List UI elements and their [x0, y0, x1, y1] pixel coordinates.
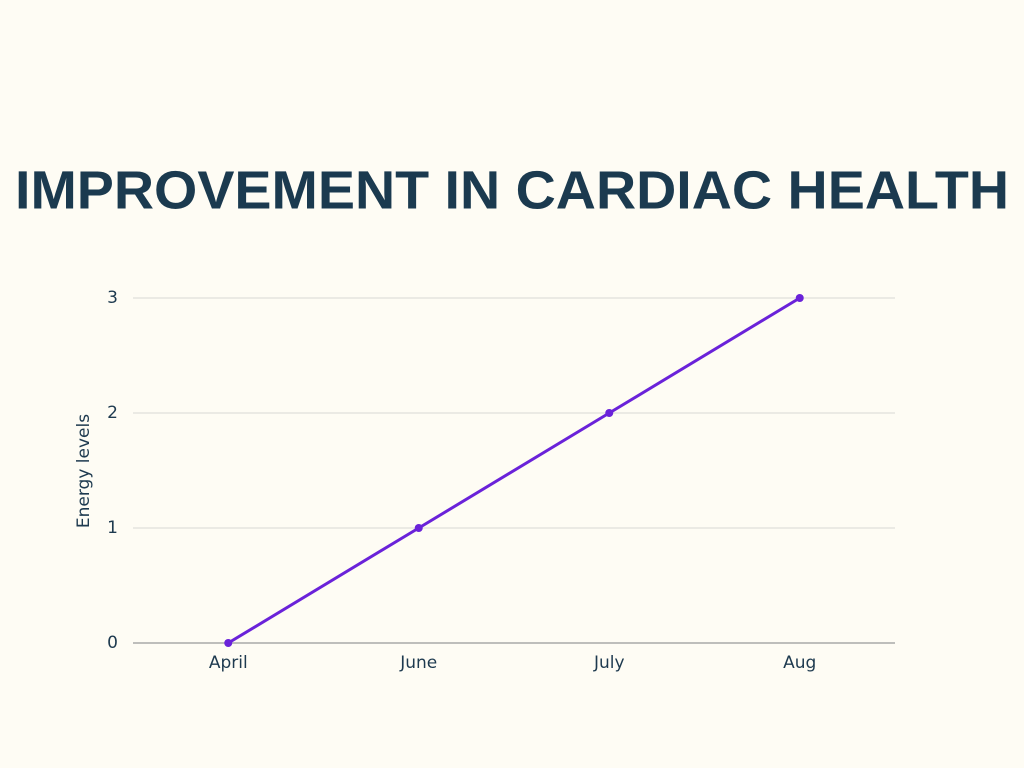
y-axis-label: Energy levels: [74, 414, 94, 528]
y-tick-label: 0: [107, 633, 118, 653]
data-point: [224, 639, 233, 647]
data-line: [227, 296, 801, 645]
x-tick-label: July: [593, 653, 625, 673]
y-tick-label: 3: [107, 288, 118, 308]
chart-title: IMPROVEMENT IN CARDIAC HEALTH: [15, 160, 1009, 220]
y-tick-label: 1: [107, 518, 118, 538]
data-point: [414, 524, 423, 532]
data-point: [605, 409, 614, 417]
x-tick-label: June: [399, 653, 437, 673]
x-tick-label: Aug: [783, 653, 816, 673]
y-tick-label: 2: [107, 403, 118, 423]
data-point: [795, 294, 804, 302]
x-tick-label: April: [209, 653, 248, 673]
